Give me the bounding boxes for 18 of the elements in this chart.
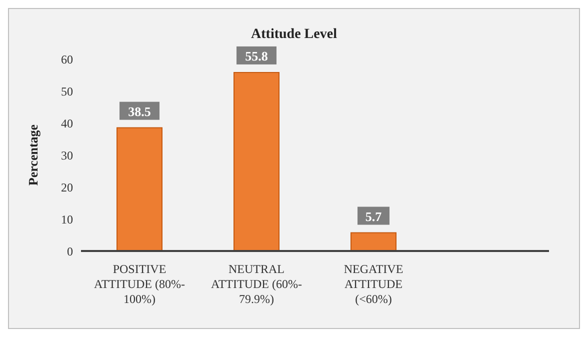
y-tick-label: 60	[61, 52, 73, 66]
y-axis-title: Percentage	[26, 124, 41, 186]
y-tick-label: 30	[61, 148, 73, 162]
data-label: 38.5	[128, 104, 152, 119]
bar	[350, 232, 396, 251]
x-tick-label: NEGATIVE ATTITUDE (<60%)	[344, 262, 404, 306]
chart-title: Attitude Level	[250, 27, 338, 43]
y-tick-label: 20	[61, 180, 73, 194]
y-tick-label: 50	[61, 84, 73, 98]
x-tick-label: POSITIVE ATTITUDE (80%-100%)	[94, 262, 185, 306]
y-tick-label: 10	[61, 212, 73, 226]
bar	[116, 127, 162, 251]
data-label: 55.8	[245, 48, 268, 64]
y-tick-label: 0	[67, 244, 73, 258]
y-tick-label: 40	[61, 116, 73, 130]
x-tick-label: NEUTRAL ATTITUDE (60%-79.9%)	[211, 262, 302, 306]
bar	[234, 72, 280, 251]
data-label: 5.7	[365, 208, 382, 224]
